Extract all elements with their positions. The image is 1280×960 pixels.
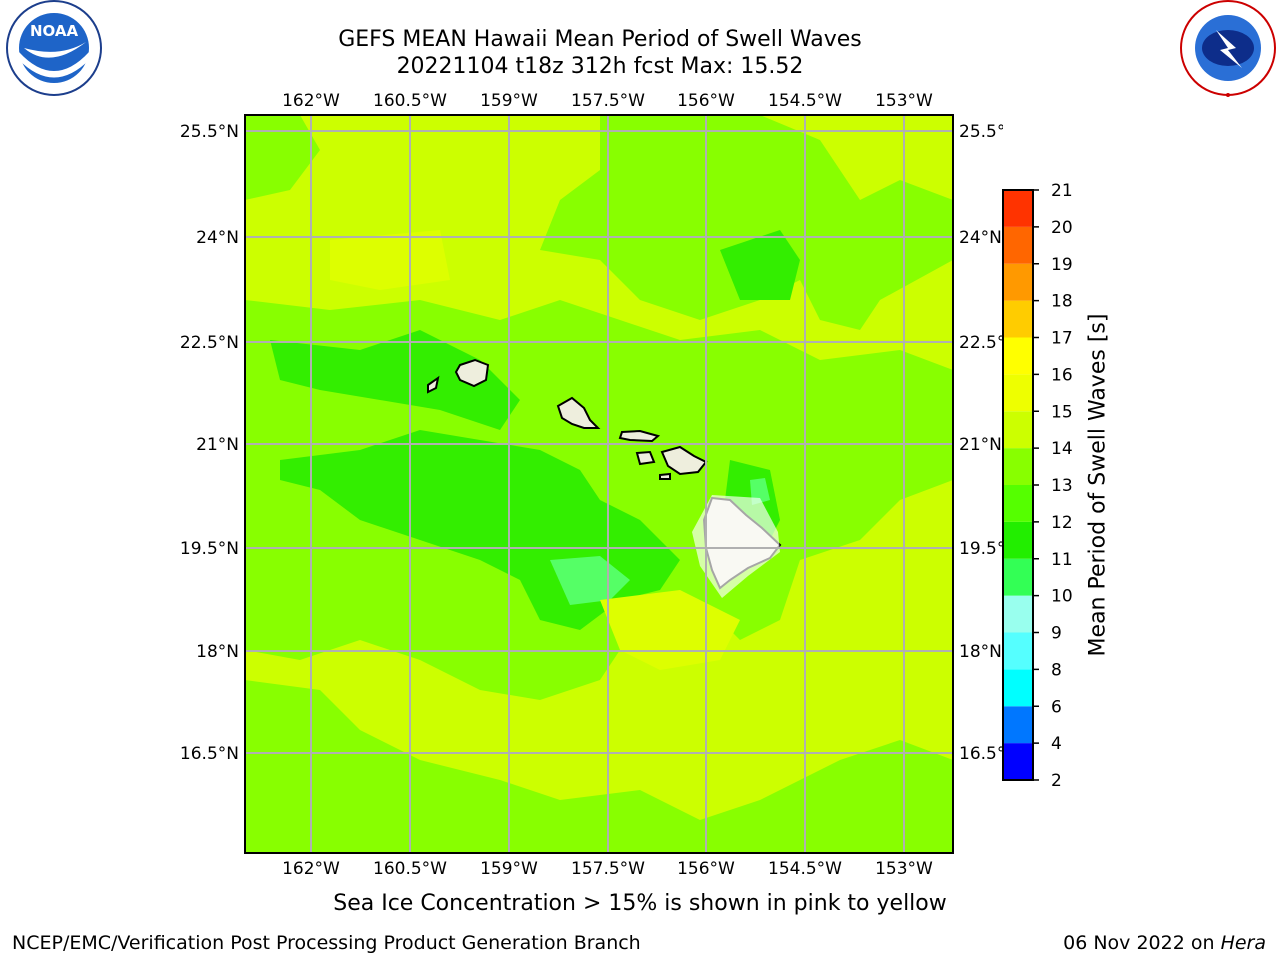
colorbar-segment xyxy=(1003,337,1033,375)
colorbar-segment xyxy=(1003,521,1033,559)
colorbar-tick-label: 20 xyxy=(1051,218,1073,238)
host-name: Hera xyxy=(1220,932,1266,954)
colorbar-segment xyxy=(1003,300,1033,338)
swell-period-field xyxy=(245,115,953,853)
lon-label: 162°W xyxy=(282,859,340,879)
lon-label: 160.5°W xyxy=(373,859,447,879)
island-kauai xyxy=(454,358,490,388)
colorbar: 2 4 6 8 9 10 11 12 13 14 15 16 17 18 19 20 21 xyxy=(1002,181,1073,791)
colorbar-segment xyxy=(1003,263,1033,301)
sea-ice-caption: Sea Ice Concentration > 15% is shown in … xyxy=(333,891,947,916)
lon-label: 156°W xyxy=(677,91,735,111)
lat-label: 24°N xyxy=(959,228,1002,248)
chart-subtitle: 20221104 t18z 312h fcst Max: 15.52 xyxy=(396,54,804,79)
lat-label: 24°N xyxy=(196,228,239,248)
lon-label: 156°W xyxy=(677,859,735,879)
date-text: 06 Nov 2022 on xyxy=(1063,932,1221,954)
colorbar-tick-label: 2 xyxy=(1051,771,1062,791)
colorbar-tick-label: 14 xyxy=(1051,439,1073,459)
lon-label: 162°W xyxy=(282,91,340,111)
lat-label: 18°N xyxy=(196,642,239,662)
colorbar-segment xyxy=(1003,743,1033,780)
colorbar-segment xyxy=(1003,374,1033,412)
lat-labels-left: 25.5°N 24°N 22.5°N 21°N 19.5°N 18°N 16.5… xyxy=(180,122,239,764)
colorbar-segment xyxy=(1003,558,1033,596)
noaa-logo: NOAA xyxy=(6,0,102,96)
hawaiian-islands xyxy=(427,358,782,598)
island-kahoolawe xyxy=(659,472,671,480)
lon-label: 153°W xyxy=(875,859,933,879)
lon-label: 159°W xyxy=(480,859,538,879)
colorbar-tick-label: 12 xyxy=(1051,513,1073,533)
lon-label: 159°W xyxy=(480,91,538,111)
colorbar-tick-label: 19 xyxy=(1051,255,1073,275)
colorbar-tick-label: 6 xyxy=(1051,697,1062,717)
lat-label: 22.5°N xyxy=(180,333,239,353)
lat-label: 18°N xyxy=(959,642,1002,662)
chart-title: GEFS MEAN Hawaii Mean Period of Swell Wa… xyxy=(338,27,862,52)
colorbar-title: Mean Period of Swell Waves [s] xyxy=(1085,313,1111,657)
date-stamp: 06 Nov 2022 on Hera xyxy=(1063,932,1266,954)
island-maui xyxy=(660,445,708,476)
colorbar-tick-label: 16 xyxy=(1051,365,1073,385)
island-niihau xyxy=(427,375,440,394)
lon-label: 157.5°W xyxy=(571,859,645,879)
colorbar-tick-label: 4 xyxy=(1051,734,1062,754)
colorbar-segment xyxy=(1003,632,1033,670)
colorbar-segment xyxy=(1003,485,1033,522)
colorbar-segment xyxy=(1003,411,1033,449)
lat-label: 25.5°N xyxy=(180,122,239,142)
lat-label: 21°N xyxy=(959,435,1002,455)
colorbar-tick-label: 21 xyxy=(1051,181,1073,201)
colorbar-tick-label: 17 xyxy=(1051,329,1073,349)
lat-label: 19.5°N xyxy=(180,539,239,559)
lon-label: 154.5°W xyxy=(768,859,842,879)
island-oahu xyxy=(556,396,601,429)
colorbar-tick-label: 8 xyxy=(1051,660,1062,680)
map-panel xyxy=(244,114,954,854)
colorbar-tick-label: 15 xyxy=(1051,402,1073,422)
colorbar-segment xyxy=(1003,706,1033,744)
colorbar-tick-label: 9 xyxy=(1051,624,1062,644)
lon-label: 154.5°W xyxy=(768,91,842,111)
colorbar-segment xyxy=(1003,595,1033,633)
colorbar-tick-label: 18 xyxy=(1051,292,1073,312)
lon-labels-bottom: 162°W 160.5°W 159°W 157.5°W 156°W 154.5°… xyxy=(282,859,933,879)
lat-label: 16.5°N xyxy=(180,744,239,764)
colorbar-segment xyxy=(1003,226,1033,264)
map-frame xyxy=(244,114,954,854)
island-molokai xyxy=(618,429,661,443)
colorbar-tick-label: 10 xyxy=(1051,587,1073,607)
credit-line: NCEP/EMC/Verification Post Processing Pr… xyxy=(12,932,641,954)
lon-label: 160.5°W xyxy=(373,91,447,111)
colorbar-segment xyxy=(1003,669,1033,707)
colorbar-tick-label: 13 xyxy=(1051,476,1073,496)
lat-label: 21°N xyxy=(196,435,239,455)
nws-logo xyxy=(1180,0,1276,97)
colorbar-tick-label: 11 xyxy=(1051,550,1073,570)
lon-label: 153°W xyxy=(875,91,933,111)
noaa-logo-text: NOAA xyxy=(30,22,79,40)
colorbar-segment xyxy=(1003,190,1033,227)
lon-labels-top: 162°W 160.5°W 159°W 157.5°W 156°W 154.5°… xyxy=(282,91,933,111)
island-lanai xyxy=(635,450,656,466)
colorbar-segment xyxy=(1003,448,1033,485)
lon-label: 157.5°W xyxy=(571,91,645,111)
graticule xyxy=(245,115,953,853)
